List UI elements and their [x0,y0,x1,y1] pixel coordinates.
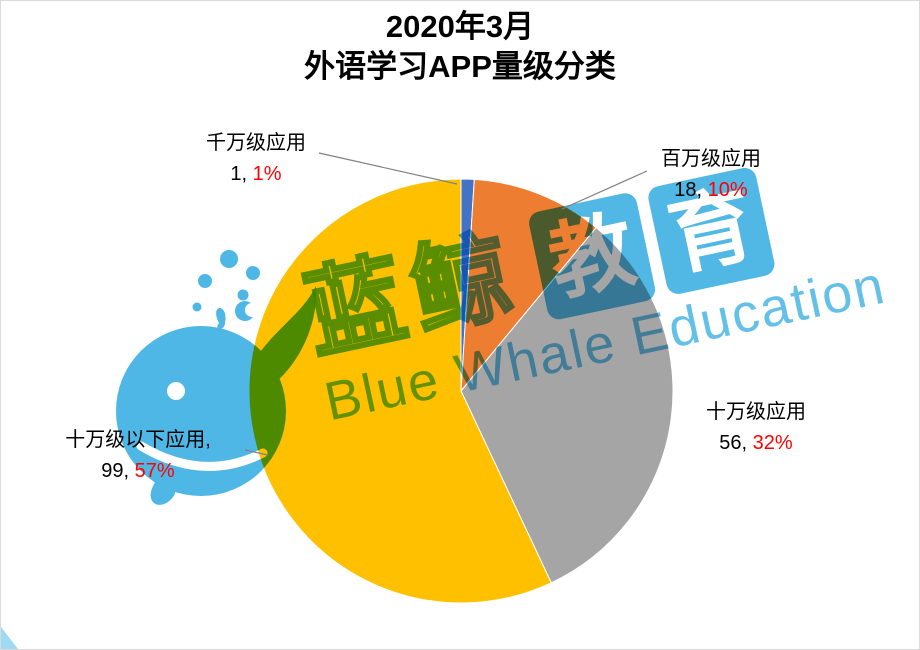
callout-qianwan-percent: 1% [252,163,282,185]
callout-shiwan-below-percent: 57% [134,460,175,482]
corner-watermark-fragment [1,627,18,649]
callout-shiwan-label: 十万级应用 [706,401,806,423]
callout-shiwan-percent: 32% [752,432,793,454]
callout-baiwan-label: 百万级应用 [661,148,761,170]
callout-qianwan-label: 千万级应用 [206,132,306,154]
chart-title-line2: 外语学习APP量级分类 [304,49,616,84]
callout-qianwan: 千万级应用 1, 1% [179,128,333,190]
callout-shiwan-below: 十万级以下应用, 99, 57% [29,425,247,487]
callout-shiwan-below-label: 十万级以下应用, [65,429,211,451]
pie-slices [248,178,674,604]
chart-title-line1: 2020年3月 [385,9,535,44]
callout-baiwan-percent: 10% [707,179,748,201]
callout-qianwan-value: 1, 1% [230,163,282,185]
callout-baiwan: 百万级应用 18, 10% [634,144,788,206]
callout-shiwan: 十万级应用 56, 32% [679,397,833,459]
callout-shiwan-below-value: 99, 57% [101,460,175,482]
chart-title: 2020年3月 外语学习APP量级分类 [1,7,919,87]
callout-baiwan-value: 18, 10% [674,179,748,201]
callout-shiwan-value: 56, 32% [719,432,793,454]
